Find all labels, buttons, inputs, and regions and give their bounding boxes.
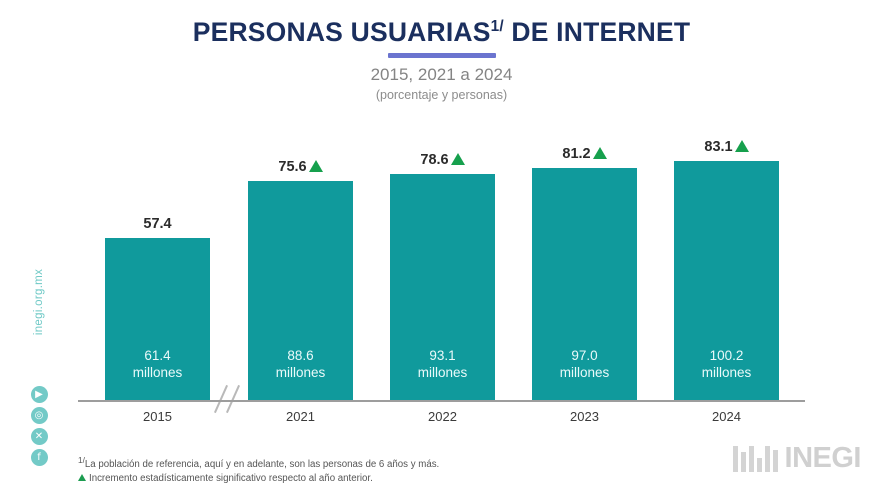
axis-break-icon bbox=[212, 383, 248, 415]
social-rail: inegi.org.mx ▶ ◎ ✕ f bbox=[26, 269, 52, 466]
increase-triangle-icon bbox=[734, 140, 749, 152]
x-tick-2015: 2015 bbox=[105, 409, 210, 424]
social-icon-list: ▶ ◎ ✕ f bbox=[26, 386, 52, 470]
inegi-logo: INEGI bbox=[732, 442, 862, 474]
chart-subtitle: 2015, 2021 a 2024 bbox=[370, 65, 513, 85]
page-title-tail: DE INTERNET bbox=[503, 17, 691, 47]
bar-value-text: 78.6 bbox=[420, 152, 449, 168]
increase-triangle-icon bbox=[592, 147, 607, 159]
increase-triangle-icon bbox=[450, 153, 465, 165]
bar-value-label: 57.4 bbox=[105, 216, 210, 232]
footnote-1: 1/La población de referencia, aquí y en … bbox=[78, 455, 439, 472]
youtube-icon-glyph: ▶ bbox=[35, 389, 43, 400]
title-underline-rule bbox=[387, 53, 496, 59]
x-twitter-icon[interactable]: ✕ bbox=[30, 428, 48, 445]
chart-header: PERSONAS USUARIAS1/ DE INTERNET 2015, 20… bbox=[0, 17, 883, 102]
x-twitter-icon-glyph: ✕ bbox=[34, 431, 44, 442]
footnote-2-text: Incremento estadísticamente significativ… bbox=[89, 473, 373, 485]
footnote-1-text: La población de referencia, aquí y en ad… bbox=[84, 459, 440, 471]
bar-2015[interactable] bbox=[105, 238, 210, 400]
x-tick-label: 2022 bbox=[428, 409, 457, 424]
increase-triangle-icon bbox=[78, 474, 86, 482]
x-tick-2022: 2022 bbox=[390, 409, 495, 424]
increase-triangle-icon bbox=[308, 160, 323, 172]
instagram-icon-glyph: ◎ bbox=[34, 410, 44, 421]
x-tick-label: 2015 bbox=[143, 409, 172, 424]
inegi-logo-wordmark: INEGI bbox=[784, 442, 862, 474]
bar-value-text: 83.1 bbox=[704, 139, 733, 155]
bar-2023[interactable] bbox=[532, 168, 637, 400]
bar-value-label: 75.6 bbox=[248, 159, 353, 175]
page-title-main: PERSONAS USUARIAS bbox=[192, 17, 491, 47]
footnote-1-marker: 1/ bbox=[78, 456, 85, 465]
page-title: PERSONAS USUARIAS1/ DE INTERNET bbox=[0, 17, 883, 47]
bar-value-text: 75.6 bbox=[278, 159, 307, 175]
bar-value-label: 78.6 bbox=[390, 152, 495, 168]
x-axis-line bbox=[78, 400, 805, 402]
page-title-superscript: 1/ bbox=[490, 18, 504, 36]
x-tick-label: 2023 bbox=[570, 409, 599, 424]
bar-value-label: 83.1 bbox=[674, 139, 779, 155]
x-tick-2023: 2023 bbox=[532, 409, 637, 424]
inegi-logo-mark-icon bbox=[732, 445, 778, 472]
x-tick-label: 2024 bbox=[712, 409, 741, 424]
website-url[interactable]: inegi.org.mx bbox=[33, 268, 45, 336]
facebook-icon[interactable]: f bbox=[30, 449, 48, 466]
x-tick-label: 2021 bbox=[286, 409, 315, 424]
bar-value-text: 81.2 bbox=[562, 146, 591, 162]
x-tick-2024: 2024 bbox=[674, 409, 779, 424]
instagram-icon[interactable]: ◎ bbox=[30, 407, 48, 424]
bar-value-label: 81.2 bbox=[532, 146, 637, 162]
youtube-icon[interactable]: ▶ bbox=[30, 386, 48, 403]
facebook-icon-glyph: f bbox=[37, 452, 41, 463]
bar-2022[interactable] bbox=[390, 174, 495, 400]
footnotes: 1/La población de referencia, aquí y en … bbox=[78, 455, 439, 486]
chart-units-note: (porcentaje y personas) bbox=[375, 87, 508, 102]
x-tick-2021: 2021 bbox=[248, 409, 353, 424]
footnote-2: Incremento estadísticamente significativ… bbox=[78, 472, 439, 486]
bar-value-text: 57.4 bbox=[143, 216, 172, 232]
bar-2021[interactable] bbox=[248, 181, 353, 400]
bar-2024[interactable] bbox=[674, 161, 779, 400]
